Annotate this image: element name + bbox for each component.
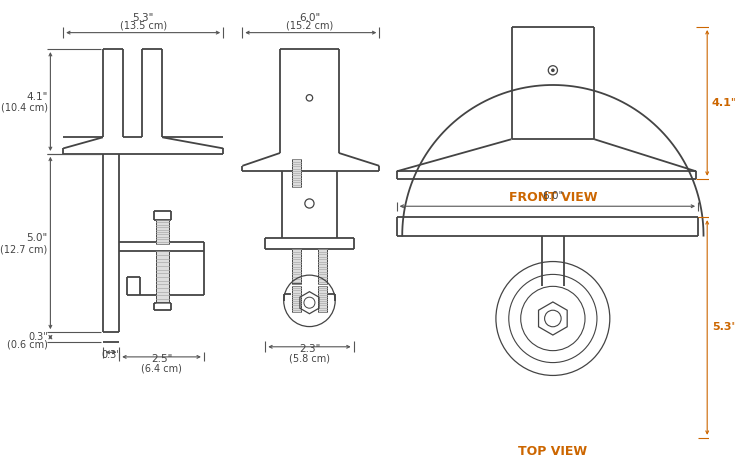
Text: (15.2 cm): (15.2 cm) <box>286 21 333 31</box>
Bar <box>156 220 169 244</box>
Text: 5.3": 5.3" <box>132 14 154 24</box>
Circle shape <box>551 68 555 72</box>
Bar <box>318 250 327 284</box>
Text: 6.0": 6.0" <box>542 191 564 201</box>
Bar <box>292 250 301 284</box>
Text: FRONT VIEW: FRONT VIEW <box>509 191 597 203</box>
Text: (10.4 cm): (10.4 cm) <box>1 103 48 113</box>
Text: (12.7 cm): (12.7 cm) <box>1 244 48 254</box>
Text: 0.3": 0.3" <box>101 349 121 360</box>
Bar <box>292 286 301 312</box>
Bar <box>318 286 327 312</box>
Text: (13.5 cm): (13.5 cm) <box>120 21 167 31</box>
Text: (6.4 cm): (6.4 cm) <box>141 364 182 374</box>
Bar <box>156 251 169 303</box>
Text: 4.1": 4.1" <box>26 92 48 102</box>
Bar <box>292 159 301 187</box>
Text: 4.1": 4.1" <box>711 98 735 108</box>
Text: 5.3": 5.3" <box>711 323 735 333</box>
Text: TOP VIEW: TOP VIEW <box>518 445 587 458</box>
Text: (5.8 cm): (5.8 cm) <box>289 353 330 363</box>
Text: (0.6 cm): (0.6 cm) <box>7 340 48 350</box>
Text: 2.3": 2.3" <box>298 344 320 354</box>
Text: 2.5": 2.5" <box>151 354 172 364</box>
Text: 5.0": 5.0" <box>26 234 48 244</box>
Text: 6.0": 6.0" <box>299 14 320 24</box>
Text: 0.3": 0.3" <box>28 332 48 341</box>
